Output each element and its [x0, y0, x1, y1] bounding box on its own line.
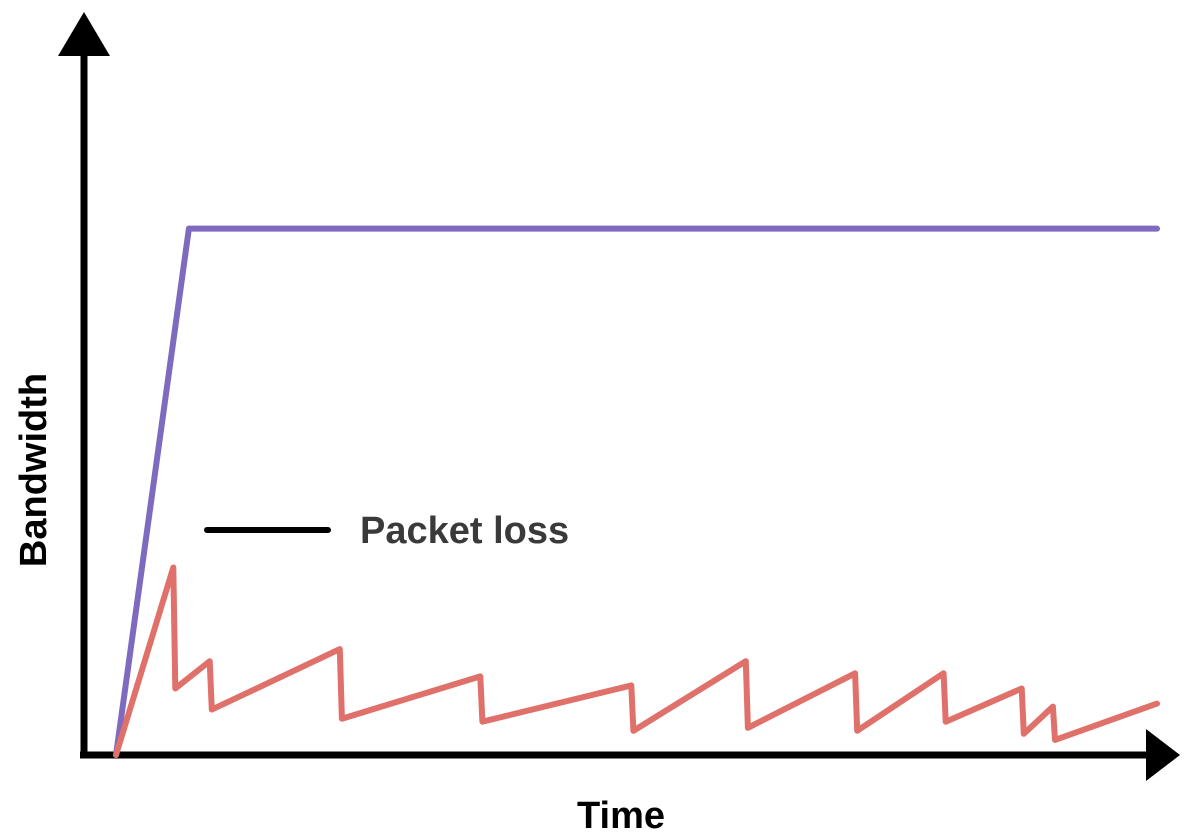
y-axis-label: Bandwidth [13, 373, 55, 567]
series-layer [113, 225, 1160, 758]
packet-loss-label: Packet loss [360, 510, 569, 552]
y-axis-arrow-icon [58, 12, 110, 56]
annotation-layer: Packet loss [204, 510, 569, 552]
x-axis-arrow-icon [1146, 729, 1180, 781]
series-line-1 [113, 225, 1160, 758]
series-line-2 [113, 564, 1160, 758]
x-axis-label: Time [577, 795, 665, 834]
axes [58, 12, 1180, 781]
